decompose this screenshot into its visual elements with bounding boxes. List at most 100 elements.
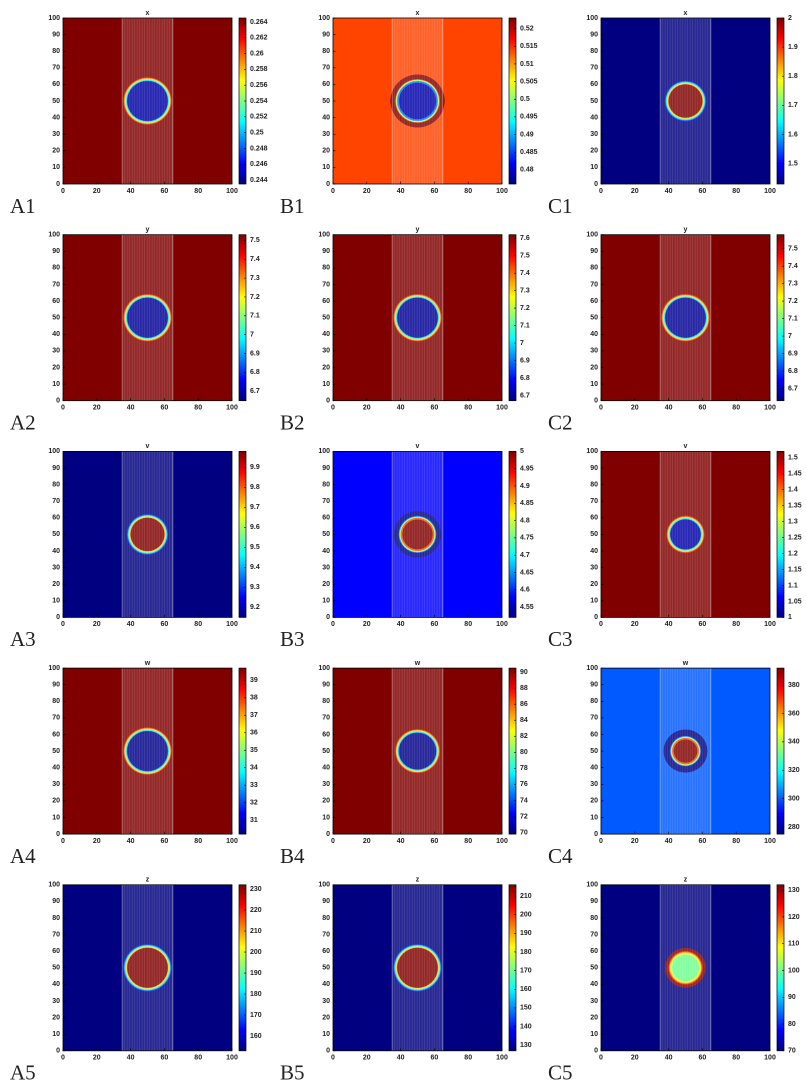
x-tick-label: 40 — [397, 621, 405, 628]
stripe-region — [121, 451, 174, 618]
colorbar-tick-label: 180 — [520, 949, 532, 956]
x-tick-label: 60 — [699, 1055, 707, 1062]
colorbar — [508, 884, 517, 1052]
y-tick-label: 0 — [56, 831, 60, 838]
colorbar-tick-label: 72 — [520, 813, 528, 820]
colorbar-tick-label: 7.1 — [520, 322, 530, 329]
colorbar-tick-label: 0.52 — [520, 25, 534, 32]
panel: w 0 20 40 60 80 100 0 10 20 30 40 50 60 70 80 90 100 70 72 7… — [280, 660, 528, 868]
stripe-region — [659, 884, 712, 1051]
colorbar-tick-label: 0.505 — [520, 78, 538, 85]
colorbar-tick-label: 0.48 — [520, 167, 534, 174]
y-tick-label: 80 — [322, 265, 330, 272]
colorbar-tick-label: 320 — [788, 767, 800, 774]
colorbar-tick-label: 1.5 — [788, 160, 798, 167]
colorbar-tick-label: 4.95 — [520, 466, 534, 473]
x-tick-label: 80 — [194, 838, 202, 845]
y-tick-label: 20 — [322, 1014, 330, 1021]
x-tick-label: 60 — [699, 188, 707, 195]
x-tick-label: 40 — [127, 188, 135, 195]
x-tick-label: 40 — [397, 838, 405, 845]
x-tick-label: 0 — [599, 621, 603, 628]
colorbar-tick-label: 9.3 — [250, 584, 260, 591]
colorbar-tick-label: 6.8 — [250, 369, 260, 376]
y-tick-label: 20 — [590, 581, 598, 588]
x-tick-label: 40 — [127, 838, 135, 845]
y-tick-label: 90 — [52, 465, 60, 472]
colorbar-tick-label: 78 — [520, 765, 528, 772]
colorbar-tick-label: 7.3 — [788, 280, 798, 287]
y-tick-label: 70 — [52, 281, 60, 288]
y-tick-label: 20 — [52, 581, 60, 588]
colorbar-tick-label: 1.3 — [788, 518, 798, 525]
x-tick-label: 80 — [194, 1055, 202, 1062]
panel-title: x — [416, 10, 420, 17]
colorbar-tick-label: 9.2 — [250, 604, 260, 611]
y-tick-label: 100 — [586, 882, 598, 889]
y-tick-label: 30 — [590, 564, 598, 571]
y-tick-label: 50 — [322, 965, 330, 972]
y-tick-label: 0 — [56, 614, 60, 621]
colorbar-tick-label: 9.9 — [250, 464, 260, 471]
x-tick-label: 80 — [464, 838, 472, 845]
colorbar-tick-label: 140 — [520, 1023, 532, 1030]
y-tick-label: 10 — [590, 1031, 598, 1038]
x-tick-label: 100 — [496, 405, 508, 412]
inclusion — [398, 732, 437, 770]
y-tick-label: 30 — [52, 781, 60, 788]
x-tick-label: 0 — [61, 405, 65, 412]
y-tick-label: 80 — [322, 48, 330, 55]
y-tick-label: 0 — [56, 181, 60, 188]
panel: z 0 20 40 60 80 100 0 10 20 30 40 50 60 70 80 90 100 70 80 9… — [548, 877, 800, 1085]
colorbar-tick-label: 2 — [788, 15, 792, 22]
colorbar-tick-label: 7 — [788, 333, 792, 340]
x-tick-label: 100 — [496, 1055, 508, 1062]
y-tick-label: 100 — [318, 665, 330, 672]
inclusion — [668, 84, 703, 118]
colorbar-tick-label: 0.246 — [250, 161, 268, 168]
colorbar-tick-label: 7.2 — [788, 298, 798, 305]
colorbar-tick-label: 80 — [788, 1021, 796, 1028]
plot-area — [63, 668, 232, 835]
y-tick-label: 40 — [590, 765, 598, 772]
x-tick-label: 60 — [431, 188, 439, 195]
x-tick-label: 60 — [699, 405, 707, 412]
inclusion — [130, 517, 165, 552]
y-tick-label: 70 — [590, 65, 598, 72]
panel-title: v — [146, 443, 150, 450]
y-tick-label: 100 — [586, 448, 598, 455]
colorbar-tick-label: 0.51 — [520, 61, 534, 68]
colorbar-tick-label: 130 — [788, 887, 800, 894]
colorbar-tick-label: 9.7 — [250, 504, 260, 511]
y-tick-label: 40 — [322, 981, 330, 988]
y-tick-label: 30 — [590, 131, 598, 138]
y-tick-label: 80 — [322, 481, 330, 488]
colorbar-tick-label: 170 — [250, 1012, 262, 1019]
y-tick-label: 0 — [326, 831, 330, 838]
stripe-region — [391, 668, 444, 835]
colorbar-tick-label: 0.515 — [520, 43, 538, 50]
colorbar-tick-label: 130 — [520, 1042, 532, 1049]
x-tick-label: 100 — [764, 405, 776, 412]
colorbar-tick-label: 76 — [520, 781, 528, 788]
y-tick-label: 30 — [52, 998, 60, 1005]
plot-area — [333, 18, 502, 184]
y-tick-label: 30 — [52, 131, 60, 138]
y-tick-label: 50 — [322, 531, 330, 538]
y-tick-label: 100 — [586, 232, 598, 239]
colorbar-tick-label: 190 — [520, 930, 532, 937]
y-tick-label: 60 — [322, 298, 330, 305]
x-tick-label: 0 — [61, 1055, 65, 1062]
y-tick-label: 70 — [322, 931, 330, 938]
colorbar-tick-label: 82 — [520, 733, 528, 740]
y-tick-label: 20 — [590, 798, 598, 805]
colorbar-tick-label: 0.262 — [250, 35, 268, 42]
y-tick-label: 90 — [322, 248, 330, 255]
x-tick-label: 20 — [631, 188, 639, 195]
panel-label: B4 — [280, 844, 305, 868]
inclusion — [127, 947, 168, 988]
y-tick-label: 0 — [56, 1048, 60, 1055]
x-tick-label: 100 — [226, 838, 238, 845]
plot-area — [333, 234, 502, 401]
colorbar-tick-label: 4.7 — [520, 552, 530, 559]
